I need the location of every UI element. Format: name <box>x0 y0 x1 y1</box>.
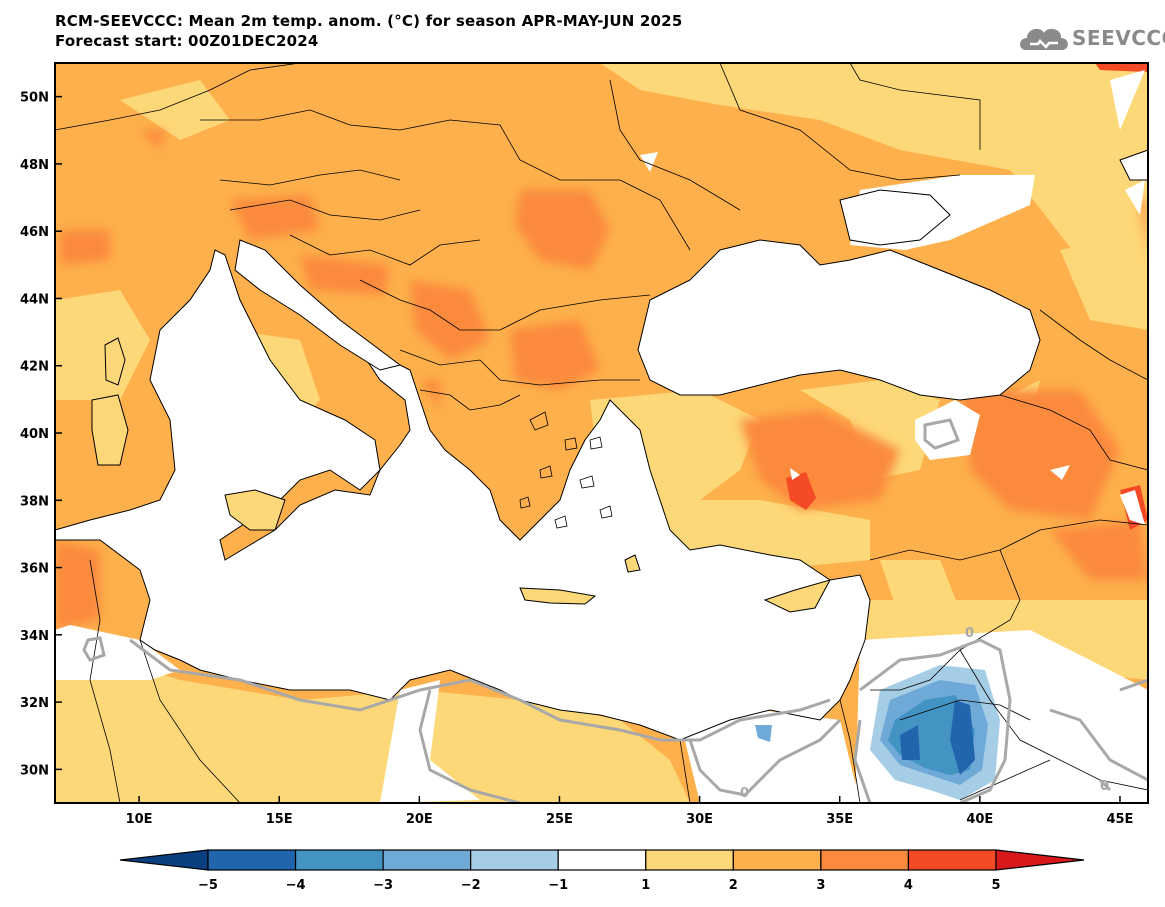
zero-contour-labels: 0 0 0 <box>740 626 1109 801</box>
y-tick-label: 46N <box>20 225 49 240</box>
y-tick-label: 50N <box>20 91 49 106</box>
map-axes: 10E 15E 20E 25E 30E 35E 40E 45E 30N 32N 34N 36N 38N 4… <box>20 91 1133 827</box>
colorbar-box <box>470 849 559 871</box>
field-negative <box>755 665 1000 800</box>
y-tick-label: 48N <box>20 158 49 173</box>
contour-label: 0 <box>1100 779 1109 794</box>
y-tick-label: 42N <box>20 360 49 375</box>
y-tick-label: 44N <box>20 292 49 307</box>
colorbar-box <box>907 849 997 871</box>
sea-of-azov <box>839 189 951 246</box>
x-tick-label: 25E <box>546 812 573 827</box>
y-tick-label: 38N <box>20 494 49 509</box>
x-tick-label: 20E <box>406 812 433 827</box>
x-tick-label: 30E <box>686 812 713 827</box>
country-borders <box>55 63 1148 803</box>
colorbar-label: 2 <box>729 878 738 893</box>
x-tick-label: 10E <box>126 812 153 827</box>
colorbar: −5 −4 −3 −2 −1 1 2 3 4 5 <box>119 849 1085 893</box>
colorbar-label: 4 <box>904 878 913 893</box>
forecast-start-label: Forecast start: 00Z01DEC2024 <box>55 32 319 50</box>
map-field: 0 0 0 <box>55 63 1148 803</box>
colorbar-box <box>732 849 822 871</box>
sardinia <box>91 394 129 466</box>
y-tick-label: 34N <box>20 629 49 644</box>
seevccc-logo: SEEVCCC <box>1016 20 1165 56</box>
corsica <box>104 337 126 386</box>
colorbar-box <box>557 849 647 871</box>
cyprus <box>763 579 831 613</box>
y-tick-label: 40N <box>20 427 49 442</box>
y-tick-label: 32N <box>20 696 49 711</box>
colorbar-label: 1 <box>641 878 650 893</box>
zero-contours <box>82 418 1148 803</box>
sicily <box>224 489 286 531</box>
colorbar-box <box>294 849 384 871</box>
colorbar-low-arrow <box>119 849 209 871</box>
rhodes <box>624 554 641 573</box>
contour-label: 0 <box>740 786 749 801</box>
x-tick-label: 35E <box>826 812 853 827</box>
colorbar-label: −3 <box>373 878 393 893</box>
aegean-islands <box>519 411 613 529</box>
x-tick-label: 45E <box>1106 812 1133 827</box>
colorbar-box <box>207 849 297 871</box>
cloud-logo-icon <box>1020 28 1068 50</box>
colorbar-label: −4 <box>286 878 306 893</box>
colorbar-label: −2 <box>461 878 481 893</box>
colorbar-label: 5 <box>991 878 1000 893</box>
colorbar-box <box>382 849 472 871</box>
logo-text: SEEVCCC <box>1072 26 1165 50</box>
map-title: RCM-SEEVCCC: Mean 2m temp. anom. (°C) fo… <box>55 12 683 30</box>
x-tick-label: 15E <box>266 812 293 827</box>
colorbar-label: −1 <box>548 878 568 893</box>
colorbar-label: −5 <box>198 878 218 893</box>
x-tick-label: 40E <box>966 812 993 827</box>
y-tick-label: 36N <box>20 562 49 577</box>
colorbar-box <box>645 849 734 871</box>
colorbar-box <box>820 849 910 871</box>
colorbar-high-arrow <box>995 849 1085 871</box>
crete <box>519 587 597 605</box>
contour-label: 0 <box>965 626 974 641</box>
caspian-edge <box>1119 149 1148 181</box>
islands <box>91 337 831 613</box>
field-3-4 <box>55 130 1148 630</box>
black-sea <box>637 239 1041 401</box>
adriatic-sea <box>234 239 402 371</box>
seas <box>55 149 1148 741</box>
y-tick-label: 30N <box>20 763 49 778</box>
colorbar-label: 3 <box>816 878 825 893</box>
